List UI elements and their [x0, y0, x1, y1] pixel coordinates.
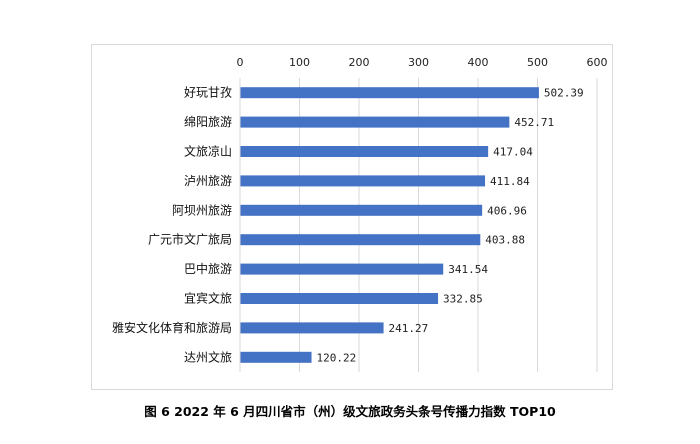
data-label: 406.96	[487, 204, 527, 217]
data-label: 120.22	[317, 351, 357, 364]
bar	[240, 175, 486, 187]
data-label: 241.27	[389, 322, 429, 335]
x-tick-label: 400	[468, 56, 489, 69]
data-label: 332.85	[443, 293, 483, 306]
data-label: 403.88	[485, 234, 525, 247]
bar	[240, 293, 439, 304]
category-label: 绵阳旅游	[184, 115, 232, 129]
bar	[240, 322, 384, 334]
bar	[240, 204, 483, 216]
bar	[240, 351, 312, 363]
category-label: 文旅凉山	[184, 144, 232, 159]
category-label: 好玩甘孜	[184, 86, 232, 100]
category-label: 泸州旅游	[184, 174, 232, 188]
x-tick-label: 500	[527, 56, 548, 69]
x-tick-label: 200	[349, 56, 370, 69]
bar	[240, 146, 489, 157]
category-label: 阿坝州旅游	[172, 203, 232, 217]
x-tick-label: 300	[408, 56, 429, 69]
x-tick-label: 0	[237, 56, 244, 69]
x-tick-label: 600	[587, 56, 608, 69]
category-label: 巴中旅游	[184, 261, 232, 276]
x-tick-label: 100	[289, 56, 310, 69]
category-label: 雅安文化体育和旅游局	[112, 320, 232, 335]
data-label: 341.54	[448, 263, 488, 276]
data-label: 452.71	[514, 116, 554, 129]
bar	[240, 87, 539, 99]
bar	[240, 234, 481, 246]
bar	[240, 116, 510, 128]
category-label: 广元市文广旅局	[148, 232, 232, 247]
data-label: 502.39	[544, 87, 584, 100]
data-label: 417.04	[493, 146, 533, 159]
figure-caption: 图 6 2022 年 6 月四川省市（州）级文旅政务头条号传播力指数 TOP10	[144, 404, 556, 419]
bar	[240, 263, 444, 275]
bar-chart: 0 100 200 300 400 500 600 好玩甘孜 502.39 绵阳旅游 452.71 文…	[112, 56, 608, 372]
category-label: 达州文旅	[184, 349, 232, 364]
data-label: 411.84	[490, 175, 530, 188]
category-label: 宜宾文旅	[184, 291, 232, 306]
